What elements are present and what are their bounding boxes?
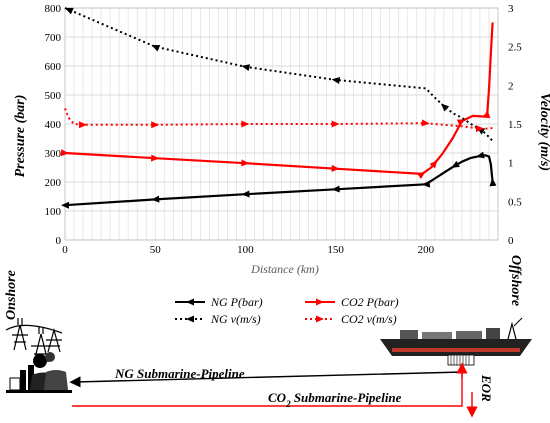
series-layer xyxy=(60,7,497,209)
legend-label: CO2 v(m/s) xyxy=(341,312,397,326)
x-axis-label: Distance (km) xyxy=(250,262,319,276)
series-marker xyxy=(60,149,69,157)
legend-marker xyxy=(316,298,324,306)
y-left-tick-label: 600 xyxy=(45,61,62,73)
y-left-tick-label: 100 xyxy=(45,206,62,218)
series-marker xyxy=(79,121,88,129)
series-marker xyxy=(241,159,250,167)
y-right-tick-label: 0.5 xyxy=(508,196,522,208)
y-left-tick-label: 700 xyxy=(45,32,62,44)
y-right-tick-label: 3 xyxy=(508,3,514,15)
legend-entry: NG v(m/s) xyxy=(175,312,261,326)
x-tick-label: 50 xyxy=(150,244,162,256)
series-marker xyxy=(241,190,250,198)
series-marker xyxy=(61,201,69,209)
series-marker xyxy=(416,171,426,180)
y-axis-left-label: Pressure (bar) xyxy=(13,95,28,178)
series-line xyxy=(64,22,494,175)
y-left-tick-label: 500 xyxy=(45,90,62,102)
legend-entry: NG P(bar) xyxy=(175,295,263,309)
series-marker xyxy=(331,185,340,193)
power-plant-icon xyxy=(5,318,72,393)
series-marker xyxy=(475,125,484,133)
legend-marker xyxy=(186,298,194,306)
series-marker xyxy=(331,77,341,84)
series-marker xyxy=(151,154,160,162)
series-2 xyxy=(64,7,494,142)
y-right-tick-label: 2.5 xyxy=(508,42,522,54)
floating-production-vessel-icon xyxy=(380,317,532,366)
onshore-label: Onshore xyxy=(4,270,19,320)
co2-pipeline: CO2 Submarine-Pipeline EOR xyxy=(72,362,494,418)
series-line xyxy=(64,7,494,142)
legend-marker xyxy=(316,315,324,323)
y-left-tick-label: 800 xyxy=(45,3,62,15)
legend-label: NG P(bar) xyxy=(210,295,263,309)
series-marker xyxy=(241,120,250,128)
series-marker xyxy=(241,64,251,72)
y-right-tick-label: 0 xyxy=(508,235,514,247)
y-right-tick-label: 1 xyxy=(508,158,514,170)
co2-pipeline-label: CO2 Submarine-Pipeline xyxy=(268,390,402,409)
series-line xyxy=(64,154,494,207)
series-marker xyxy=(64,7,74,15)
series-3 xyxy=(64,108,493,133)
series-marker xyxy=(429,159,438,169)
x-tick-label: 100 xyxy=(237,244,254,256)
series-marker xyxy=(331,120,340,128)
series-line xyxy=(64,108,493,130)
series-marker xyxy=(489,178,497,187)
series-marker xyxy=(151,121,160,129)
legend-label: NG v(m/s) xyxy=(210,312,261,326)
ng-pipeline-label: NG Submarine-Pipeline xyxy=(114,366,245,381)
series-marker xyxy=(483,109,491,119)
x-tick-label: 150 xyxy=(327,244,344,256)
legend-entry: CO2 v(m/s) xyxy=(305,312,397,326)
y-right-tick-label: 1.5 xyxy=(508,119,522,131)
x-tick-label: 200 xyxy=(418,244,435,256)
series-marker xyxy=(151,45,161,52)
series-marker xyxy=(421,119,430,127)
legend-label: CO2 P(bar) xyxy=(341,295,399,309)
x-tick-label: 0 xyxy=(62,244,68,256)
plot-border xyxy=(64,7,499,241)
series-marker xyxy=(440,103,450,112)
series-1 xyxy=(60,22,494,180)
eor-label: EOR xyxy=(479,374,494,402)
series-marker xyxy=(151,195,160,203)
y-left-tick-label: 0 xyxy=(56,235,62,247)
y-left-tick-label: 200 xyxy=(45,177,62,189)
y-right-tick-label: 2 xyxy=(508,80,514,92)
axes: 0 50 100 150 200 0 100 200 300 400 500 600 700 800 0 0.… xyxy=(45,3,523,256)
series-marker xyxy=(476,151,485,159)
y-left-tick-label: 300 xyxy=(45,148,62,160)
ng-pipeline: NG Submarine-Pipeline xyxy=(69,366,464,388)
series-marker xyxy=(331,164,340,172)
series-marker xyxy=(451,160,460,168)
legend-entry: CO2 P(bar) xyxy=(305,295,399,309)
series-marker xyxy=(456,119,466,126)
legend-marker xyxy=(186,315,194,323)
y-left-tick-label: 400 xyxy=(45,119,62,131)
offshore-label: Offshore xyxy=(508,255,523,306)
legend: NG P(bar) CO2 P(bar) NG v(m/s) CO2 v(m/s) xyxy=(175,295,399,326)
grid xyxy=(64,7,499,241)
series-marker xyxy=(421,180,431,188)
series-0 xyxy=(61,151,497,209)
y-axis-right-label: Velocity (m/s) xyxy=(537,93,550,171)
